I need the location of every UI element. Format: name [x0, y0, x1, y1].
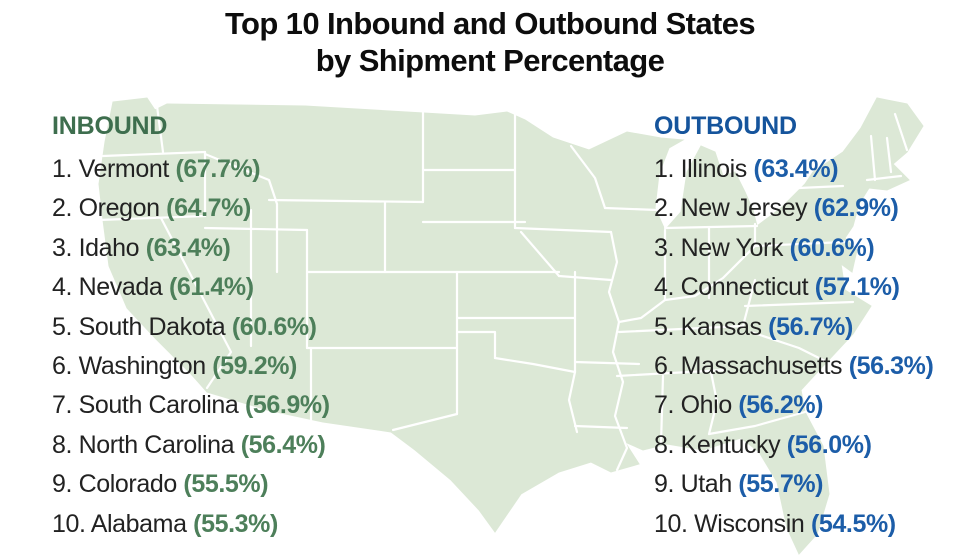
outbound-item-4: 4. Connecticut (57.1%)	[654, 268, 980, 307]
state-name: Alabama	[90, 509, 187, 538]
inbound-item-9: 9. Colorado (55.5%)	[52, 465, 382, 504]
outbound-item-6: 6. Massachusetts (56.3%)	[654, 347, 980, 386]
us-map-svg	[97, 97, 924, 555]
outbound-list: OUTBOUND 1. Illinois (63.4%) 2. New Jers…	[654, 110, 980, 544]
state-name: Ohio	[680, 391, 733, 420]
state-name: Kansas	[680, 312, 762, 341]
state-name: North Carolina	[78, 430, 235, 459]
rank-label: 3.	[654, 233, 675, 262]
rank-label: 10.	[52, 509, 86, 538]
rank-label: 7.	[654, 391, 675, 420]
state-name: Wisconsin	[694, 509, 805, 538]
outbound-item-7: 7. Ohio (56.2%)	[654, 386, 980, 425]
percentage-value: (60.6%)	[231, 312, 317, 341]
percentage-value: (62.9%)	[813, 194, 899, 223]
rank-label: 8.	[52, 430, 73, 459]
rank-label: 2.	[654, 194, 675, 223]
rank-label: 7.	[52, 391, 73, 420]
rank-label: 1.	[52, 155, 73, 183]
percentage-value: (59.2%)	[212, 351, 297, 380]
inbound-item-6: 6. Washington (59.2%)	[52, 347, 382, 386]
percentage-value: (55.3%)	[193, 509, 278, 538]
percentage-value: (61.4%)	[168, 273, 254, 302]
percentage-value: (56.7%)	[768, 312, 853, 341]
chart-title: Top 10 Inbound and Outbound States by Sh…	[0, 5, 980, 79]
inbound-item-8: 8. North Carolina (56.4%)	[52, 426, 382, 465]
percentage-value: (56.9%)	[244, 391, 330, 420]
inbound-item-10: 10. Alabama (55.3%)	[52, 505, 382, 544]
state-name: Oregon	[78, 194, 160, 223]
rank-label: 5.	[654, 312, 675, 341]
inbound-list: INBOUND 1. Vermont (67.7%) 2. Oregon (64…	[52, 110, 382, 544]
rank-label: 2.	[52, 194, 73, 223]
percentage-value: (56.4%)	[240, 430, 326, 459]
rank-label: 9.	[654, 470, 675, 499]
outbound-header: OUTBOUND	[654, 112, 797, 140]
state-name: New York	[680, 233, 784, 262]
rank-label: 5.	[52, 312, 73, 341]
outbound-item-2: 2. New Jersey (62.9%)	[654, 189, 980, 228]
outbound-item-3: 3. New York (60.6%)	[654, 229, 980, 268]
percentage-value: (56.3%)	[848, 351, 934, 380]
percentage-value: (67.7%)	[175, 155, 261, 183]
inbound-header: INBOUND	[52, 112, 168, 140]
percentage-value: (57.1%)	[814, 273, 900, 302]
us-map	[55, 80, 930, 560]
inbound-item-5: 5. South Dakota (60.6%)	[52, 308, 382, 347]
state-name: South Carolina	[78, 391, 239, 420]
state-name: Massachusetts	[680, 351, 843, 380]
state-name: Idaho	[78, 233, 140, 262]
rank-label: 4.	[52, 273, 73, 302]
chart-title-line2: by Shipment Percentage	[315, 43, 665, 78]
state-name: South Dakota	[78, 312, 226, 341]
outbound-item-9: 9. Utah (55.7%)	[654, 465, 980, 504]
percentage-value: (56.2%)	[738, 391, 824, 420]
chart-title-line1: Top 10 Inbound and Outbound States	[224, 6, 756, 41]
us-map-outline	[98, 97, 924, 555]
rank-label: 6.	[654, 351, 675, 380]
us-state-borders	[97, 100, 909, 472]
rank-label: 10.	[654, 509, 688, 538]
state-name: Kentucky	[680, 430, 781, 459]
rank-label: 4.	[654, 273, 675, 302]
percentage-value: (63.4%)	[753, 155, 839, 183]
state-name: New Jersey	[680, 194, 808, 223]
state-name: Utah	[680, 470, 733, 499]
state-name: Connecticut	[680, 273, 809, 302]
rank-label: 1.	[654, 155, 675, 183]
outbound-item-1: 1. Illinois (63.4%)	[654, 150, 980, 189]
percentage-value: (60.6%)	[789, 233, 875, 262]
rank-label: 6.	[52, 351, 73, 380]
percentage-value: (55.7%)	[738, 470, 824, 499]
inbound-item-1: 1. Vermont (67.7%)	[52, 150, 382, 189]
rank-label: 3.	[52, 233, 73, 262]
percentage-value: (56.0%)	[786, 430, 872, 459]
state-name: Vermont	[78, 155, 170, 183]
inbound-item-7: 7. South Carolina (56.9%)	[52, 386, 382, 425]
percentage-value: (55.5%)	[183, 470, 269, 499]
inbound-item-4: 4. Nevada (61.4%)	[52, 268, 382, 307]
inbound-item-3: 3. Idaho (63.4%)	[52, 229, 382, 268]
percentage-value: (64.7%)	[166, 194, 251, 223]
outbound-item-10: 10. Wisconsin (54.5%)	[654, 505, 980, 544]
outbound-item-5: 5. Kansas (56.7%)	[654, 308, 980, 347]
percentage-value: (54.5%)	[810, 509, 896, 538]
state-name: Washington	[78, 351, 206, 380]
percentage-value: (63.4%)	[145, 233, 231, 262]
state-name: Colorado	[78, 470, 178, 499]
rank-label: 8.	[654, 430, 675, 459]
inbound-item-2: 2. Oregon (64.7%)	[52, 189, 382, 228]
outbound-item-8: 8. Kentucky (56.0%)	[654, 426, 980, 465]
rank-label: 9.	[52, 470, 73, 499]
state-name: Nevada	[78, 273, 163, 302]
state-name: Illinois	[680, 155, 748, 183]
